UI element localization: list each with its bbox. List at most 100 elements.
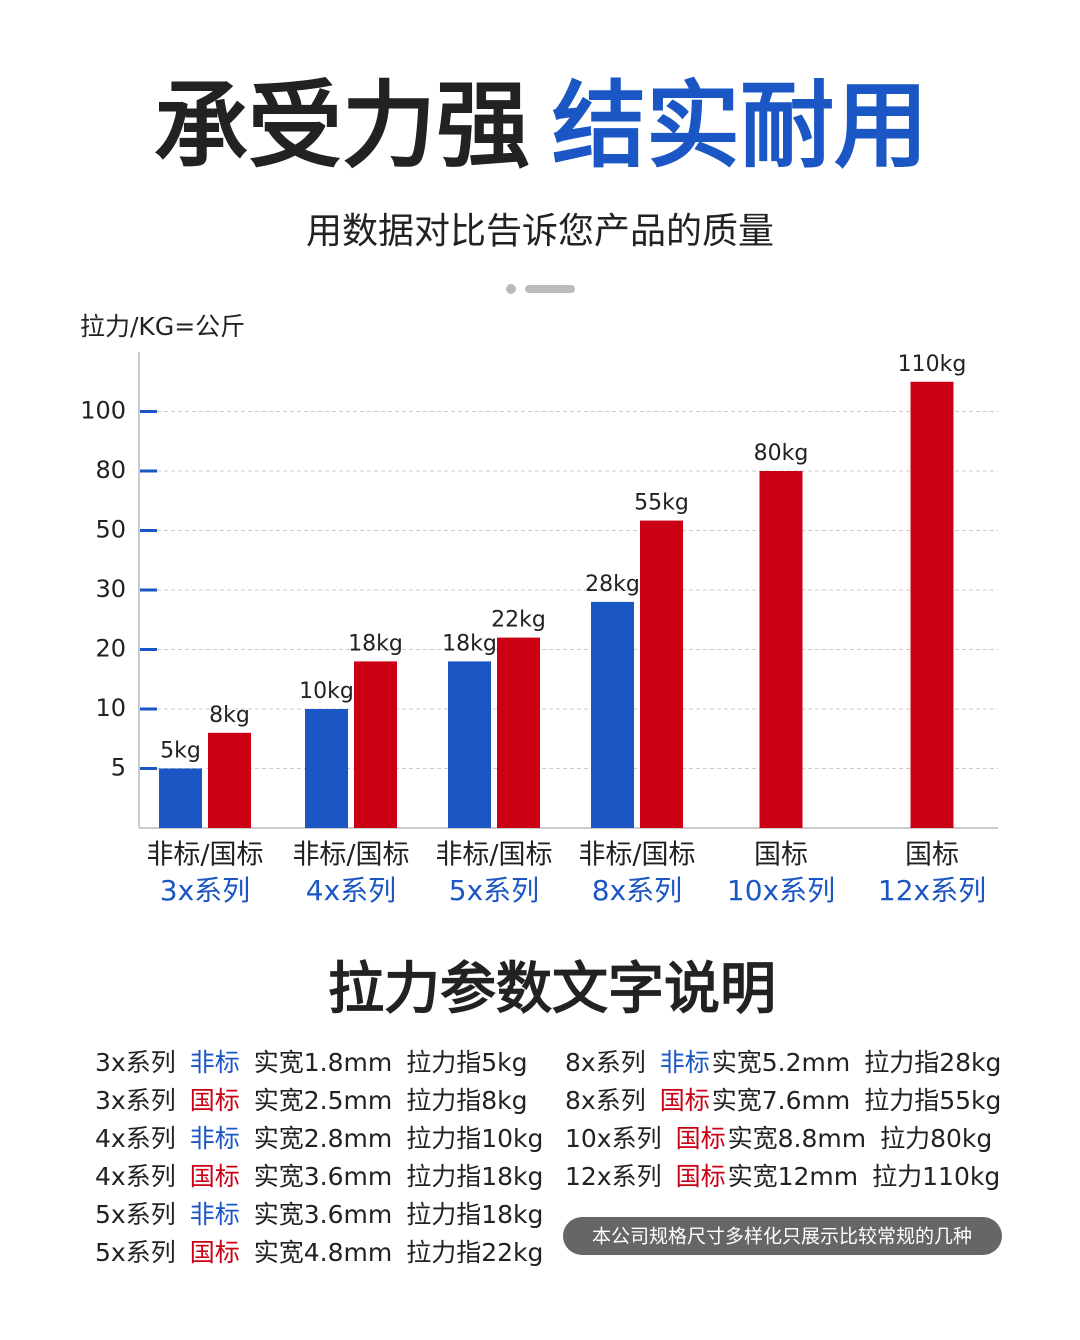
spec-row: 4x系列 国标 实宽3.6mm 拉力指18kg — [95, 1162, 543, 1191]
y-tick-label: 100 — [80, 397, 126, 425]
title-blue: 结实耐用 — [552, 72, 928, 181]
spec-force: 拉力指8kg — [406, 1086, 527, 1115]
spec-row: 3x系列 非标 实宽1.8mm 拉力指5kg — [95, 1048, 527, 1077]
x-tick-label: 10x系列 — [727, 874, 835, 907]
spec-series: 4x系列 — [95, 1124, 176, 1153]
bar — [497, 637, 540, 828]
spec-series: 4x系列 — [95, 1162, 176, 1191]
x-tick-standard: 国标 — [754, 840, 808, 871]
spec-force: 拉力指18kg — [406, 1162, 543, 1191]
value-label: 22kg — [491, 608, 546, 633]
spec-width: 实宽8.8mm — [728, 1124, 866, 1153]
spec-standard: 国标 — [676, 1124, 726, 1153]
spec-standard: 国标 — [190, 1238, 240, 1267]
chart: 51020305080100非标/国标3x系列5kg8kg非标/国标4x系列10… — [80, 352, 998, 907]
spec-force: 拉力80kg — [880, 1124, 992, 1153]
y-tick-label: 10 — [95, 694, 126, 722]
bar — [910, 381, 954, 828]
value-label: 5kg — [160, 739, 201, 764]
spec-width: 实宽12mm — [728, 1162, 859, 1191]
x-tick-standard: 非标/国标 — [578, 840, 695, 871]
spec-row: 5x系列 国标 实宽4.8mm 拉力指22kg — [95, 1238, 543, 1267]
y-tick-label: 50 — [95, 516, 126, 544]
value-label: 8kg — [209, 703, 250, 728]
value-label: 110kg — [898, 352, 967, 377]
bar — [208, 732, 251, 828]
spec-width: 实宽5.2mm — [712, 1048, 850, 1077]
spec-series: 8x系列 — [565, 1048, 646, 1077]
x-tick-label: 3x系列 — [160, 874, 250, 907]
spec-series: 3x系列 — [95, 1048, 176, 1077]
x-tick-standard: 国标 — [905, 840, 959, 871]
x-tick-standard: 非标/国标 — [435, 840, 552, 871]
spec-width: 实宽3.6mm — [254, 1162, 392, 1191]
value-label: 28kg — [585, 572, 640, 597]
dot-pill — [525, 285, 575, 293]
spec-row: 12x系列 国标实宽12mm 拉力110kg — [565, 1162, 1000, 1191]
spec-force: 拉力110kg — [872, 1162, 1000, 1191]
spec-series: 5x系列 — [95, 1200, 176, 1229]
specs-title: 拉力参数文字说明 — [328, 957, 776, 1022]
spec-series: 3x系列 — [95, 1086, 176, 1115]
spec-series: 5x系列 — [95, 1238, 176, 1267]
spec-force: 拉力指55kg — [864, 1086, 1001, 1115]
spec-standard: 非标 — [190, 1200, 240, 1229]
note: 本公司规格尺寸多样化只展示比较常规的几种 — [592, 1226, 972, 1248]
spec-series: 8x系列 — [565, 1086, 646, 1115]
spec-width: 实宽2.5mm — [254, 1086, 392, 1115]
spec-width: 实宽2.8mm — [254, 1124, 392, 1153]
spec-width: 实宽4.8mm — [254, 1238, 392, 1267]
bar — [448, 661, 491, 828]
y-tick-label: 5 — [111, 754, 126, 782]
value-label: 55kg — [634, 491, 689, 516]
spec-standard: 国标 — [190, 1086, 240, 1115]
bar — [591, 601, 634, 828]
spec-row: 8x系列 非标实宽5.2mm 拉力指28kg — [565, 1048, 1001, 1077]
spec-width: 实宽3.6mm — [254, 1200, 392, 1229]
y-tick-label: 80 — [95, 456, 126, 484]
value-label: 10kg — [299, 679, 354, 704]
note-pill — [563, 1217, 1002, 1255]
bar — [640, 520, 683, 828]
x-tick-standard: 非标/国标 — [292, 840, 409, 871]
x-tick-standard: 非标/国标 — [146, 840, 263, 871]
x-tick-label: 5x系列 — [449, 874, 539, 907]
spec-row: 3x系列 国标 实宽2.5mm 拉力指8kg — [95, 1086, 527, 1115]
spec-row: 4x系列 非标 实宽2.8mm 拉力指10kg — [95, 1124, 543, 1153]
spec-row: 8x系列 国标实宽7.6mm 拉力指55kg — [565, 1086, 1001, 1115]
spec-row: 5x系列 非标 实宽3.6mm 拉力指18kg — [95, 1200, 543, 1229]
bar — [305, 709, 348, 828]
spec-standard: 非标 — [190, 1124, 240, 1153]
spec-force: 拉力指5kg — [406, 1048, 527, 1077]
spec-standard: 国标 — [660, 1086, 710, 1115]
spec-standard: 国标 — [190, 1162, 240, 1191]
x-tick-label: 8x系列 — [592, 874, 682, 907]
dot — [506, 284, 516, 294]
x-tick-label: 4x系列 — [306, 874, 396, 907]
spec-force: 拉力指28kg — [864, 1048, 1001, 1077]
y-tick-label: 20 — [95, 635, 126, 663]
title-black: 承受力强 — [154, 72, 530, 181]
spec-standard: 国标 — [676, 1162, 726, 1191]
spec-series: 10x系列 — [565, 1124, 662, 1153]
bar — [759, 471, 803, 828]
spec-row: 10x系列 国标实宽8.8mm 拉力80kg — [565, 1124, 992, 1153]
value-label: 80kg — [754, 441, 809, 466]
spec-force: 拉力指18kg — [406, 1200, 543, 1229]
y-tick-label: 30 — [95, 575, 126, 603]
spec-width: 实宽1.8mm — [254, 1048, 392, 1077]
spec-standard: 非标 — [660, 1048, 710, 1077]
spec-series: 12x系列 — [565, 1162, 662, 1191]
value-label: 18kg — [348, 631, 403, 656]
bar — [354, 661, 397, 828]
spec-standard: 非标 — [190, 1048, 240, 1077]
value-label: 18kg — [442, 631, 497, 656]
subtitle: 用数据对比告诉您产品的质量 — [306, 211, 774, 252]
spec-width: 实宽7.6mm — [712, 1086, 850, 1115]
y-axis-label: 拉力/KG=公斤 — [80, 312, 245, 341]
bar — [159, 768, 202, 828]
x-tick-label: 12x系列 — [878, 874, 986, 907]
spec-force: 拉力指10kg — [406, 1124, 543, 1153]
